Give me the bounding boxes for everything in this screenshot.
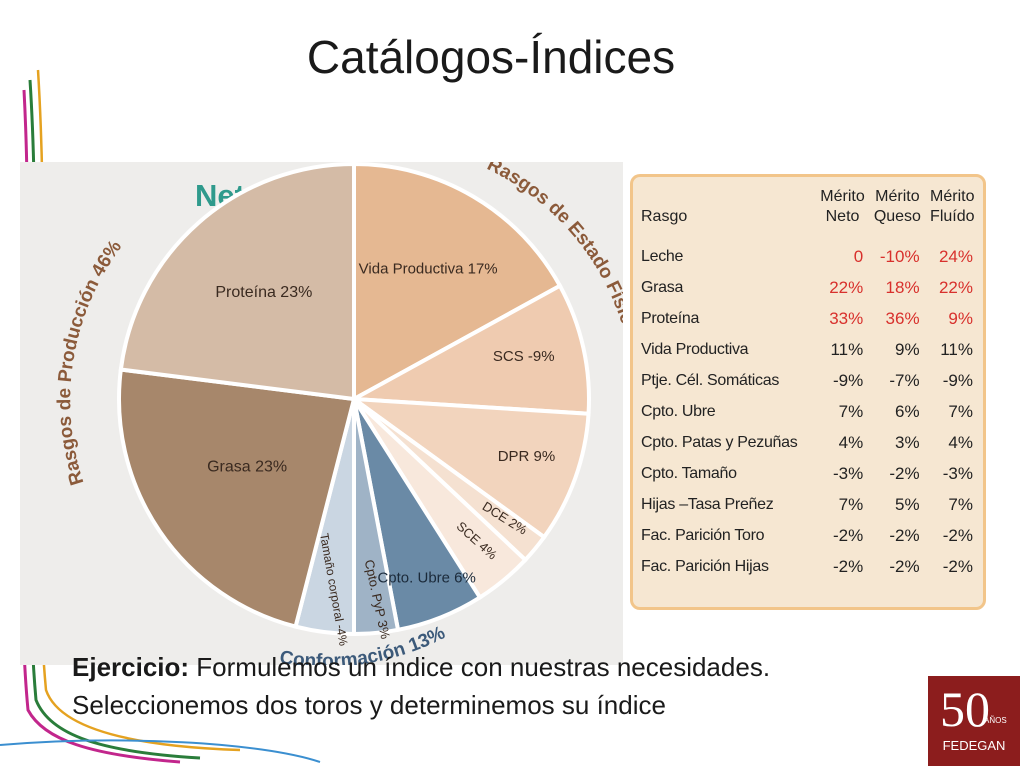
slice-label: DPR 9% [498,448,556,465]
pie-slice-prote-na [118,162,356,402]
pie-slice-grasa [117,367,357,630]
header-merito-queso: Mérito Queso [873,188,921,225]
fedegan-logo: 50 AÑOS FEDEGAN [928,676,1020,766]
pie-slice-vida-productiva [352,162,563,403]
row-queso-cell: -7% [889,370,920,390]
row-queso-cell: 3% [894,432,920,452]
row-fluido-cell: 24% [938,246,973,266]
row-fluido-cell: 7% [948,401,973,421]
row-queso-cell: 6% [894,401,920,421]
row-queso-cell: 5% [894,494,920,514]
slice-label: Proteína 23% [215,284,312,301]
pie-chart: Neto Vitalicio Vida Productiva 17%SCS -9… [54,162,623,665]
exercise-label: Ejercicio: [72,652,190,682]
logo-years: AÑOS [984,716,1007,725]
exercise-line2: Seleccionemos dos toros y determinemos s… [72,690,666,720]
pie-slice-scs [347,283,591,416]
row-neto-cell: 11% [830,339,864,359]
row-rasgo-cell: Hijas –Tasa Preñez [641,495,774,513]
row-fluido-cell: -2% [942,556,973,576]
row-fluido-cell: 9% [948,308,973,328]
exercise-line1: Formulemos un índice con nuestras necesi… [189,652,771,682]
row-rasgo-cell: Vida Productiva [641,340,749,358]
row-fluido-cell: -3% [942,463,973,483]
exercise-text: Ejercicio: Formulemos un índice con nues… [72,648,912,724]
table-header-row: Rasgo Mérito Neto Mérito Queso Mérito Fluíd… [639,187,979,241]
row-neto-cell: 0 [853,246,864,266]
row-queso-cell: -10% [879,246,920,266]
row-queso-cell: 18% [885,277,920,297]
row-fluido-cell: 22% [938,277,973,297]
header-rasgo: Rasgo [641,208,688,225]
row-queso-cell: -2% [889,463,920,483]
table-row: Cpto. Ubre 7% 6% 7% [639,396,979,427]
row-queso-cell: -2% [889,556,920,576]
row-neto-cell: -3% [832,463,864,483]
slice-label: SCS -9% [493,348,555,365]
slice-label: Grasa 23% [207,459,287,476]
row-rasgo-cell: Cpto. Patas y Pezuñas [641,433,798,451]
logo-name: FEDEGAN [942,738,1006,753]
table-row: Cpto. Tamaño -3% -2% -3% [639,458,979,489]
logo-number: 50 [940,681,990,737]
row-queso-cell: 36% [885,308,920,328]
row-fluido-cell: -2% [942,525,973,545]
row-rasgo-cell: Leche [641,247,684,265]
merit-table-panel: Rasgo Mérito Neto Mérito Queso Mérito Fluíd… [630,174,986,610]
header-merito-neto: Mérito Neto [820,188,865,225]
row-rasgo-cell: Proteína [641,309,700,327]
row-neto-cell: -2% [832,556,864,576]
table-row: Cpto. Patas y Pezuñas 4% 3% 4% [639,427,979,458]
row-rasgo-cell: Fac. Parición Hijas [641,557,769,575]
table-row: Ptje. Cél. Somáticas -9% -7% -9% [639,365,979,396]
row-rasgo-cell: Grasa [641,278,684,296]
table-row: Fac. Parición Hijas -2% -2% -2% [639,551,979,582]
row-neto-cell: 22% [829,277,864,297]
table-row: Grasa 22% 18% 22% [639,272,979,303]
row-neto-cell: 7% [838,401,864,421]
row-neto-cell: 7% [838,494,864,514]
row-fluido-cell: 4% [948,432,973,452]
row-rasgo-cell: Cpto. Ubre [641,402,716,420]
row-rasgo-cell: Cpto. Tamaño [641,464,737,482]
row-neto-cell: 4% [838,432,864,452]
pie-slice-dpr [347,396,591,540]
row-queso-cell: -2% [889,525,920,545]
row-queso-cell: 9% [894,339,920,359]
table-row: Vida Productiva 11% 9% 11% [639,334,979,365]
table-row: Leche 0 -10% 24% [639,241,979,272]
table-row: Proteína 33% 36% 9% [639,303,979,334]
header-merito-fluido: Mérito Fluído [930,188,975,225]
table-row: Fac. Parición Toro -2% -2% -2% [639,520,979,551]
slide-title: Catálogos-Índices [306,31,676,83]
row-rasgo-cell: Ptje. Cél. Somáticas [641,371,780,389]
row-fluido-cell: -9% [942,370,973,390]
table-row: Hijas –Tasa Preñez 7% 5% 7% [639,489,979,520]
row-neto-cell: 33% [829,308,864,328]
row-rasgo-cell: Fac. Parición Toro [641,526,765,544]
merit-table: Rasgo Mérito Neto Mérito Queso Mérito Fluíd… [639,187,979,582]
group-label: Rasgos de Producción 46% [54,237,126,488]
row-fluido-cell: 11% [940,339,973,359]
slice-label: Vida Productiva 17% [359,261,498,278]
row-fluido-cell: 7% [948,494,973,514]
row-neto-cell: -9% [832,370,864,390]
row-neto-cell: -2% [832,525,864,545]
slice-label: Cpto. Ubre 6% [377,570,475,587]
